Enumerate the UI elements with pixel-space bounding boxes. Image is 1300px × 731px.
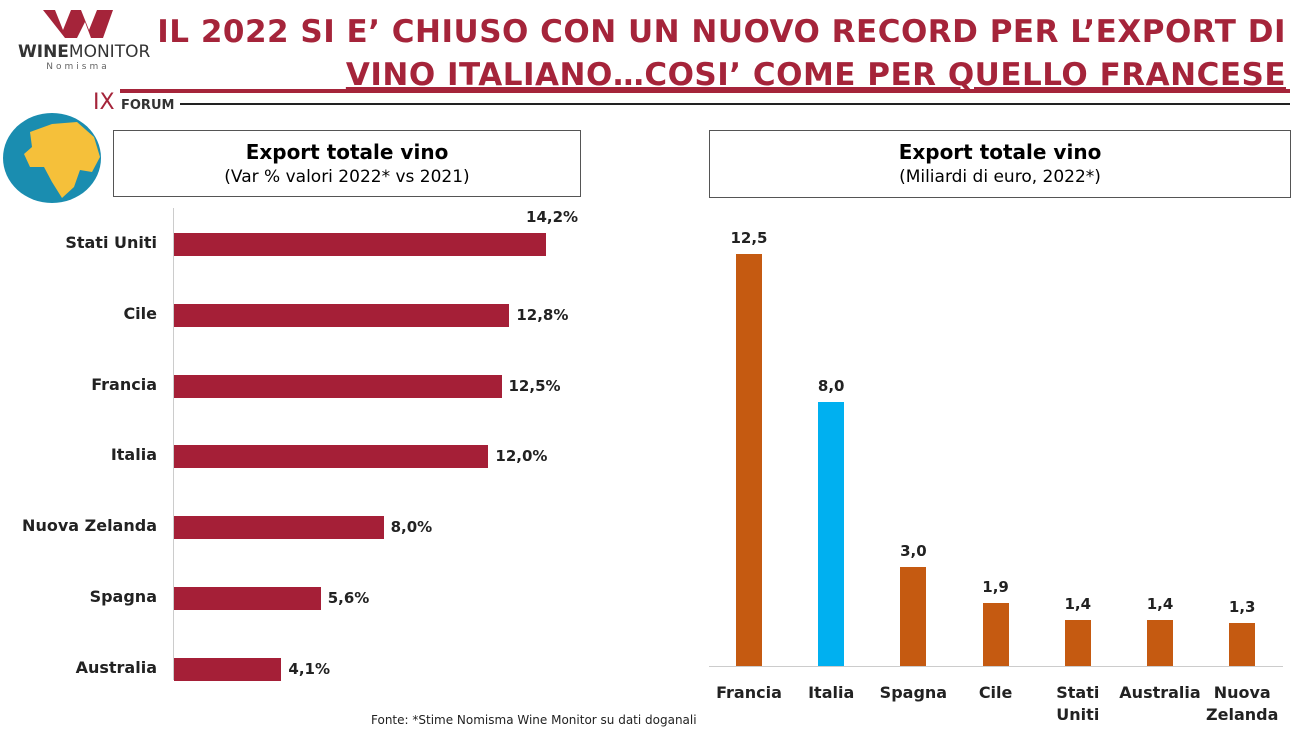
data-label: 1,4 [1146, 594, 1174, 613]
bar [174, 233, 547, 256]
data-label: 12,5 [730, 228, 768, 247]
right-chart-axis [709, 666, 1283, 667]
logo-brand-bold: WINE [18, 42, 69, 62]
header-rule-bottom [180, 103, 1290, 105]
category-label: Italia [808, 683, 855, 702]
bar [174, 445, 489, 469]
data-label: 1,9 [982, 578, 1009, 597]
bar [174, 303, 510, 327]
forum-numeral: IX [93, 90, 115, 115]
category-label: Spagna [89, 587, 157, 606]
bar [1064, 619, 1091, 666]
bar [1147, 619, 1173, 666]
data-label: 12,8% [516, 305, 569, 324]
category-label: Cile [978, 683, 1013, 702]
bar [900, 567, 927, 666]
category-label: Italia [110, 445, 157, 465]
bar [174, 374, 502, 398]
data-label: 5,6% [327, 589, 370, 607]
category-label: Australia [1119, 683, 1201, 702]
wine-monitor-logo: WINEMONITOR Nomisma [18, 10, 150, 72]
category-label: Spagna [879, 683, 948, 702]
data-label: 12,0% [495, 447, 548, 466]
left-chart-axis [173, 208, 174, 680]
left-chart-title: Export totale vino [245, 140, 449, 164]
logo-mark-icon [43, 10, 113, 38]
category-label: Stati Uniti [1056, 683, 1100, 724]
data-label: 8,0 [817, 377, 845, 395]
right-chart-title-box: Export totale vino (Miliardi di euro, 20… [709, 130, 1291, 198]
category-label: Australia [75, 657, 157, 677]
bar [982, 603, 1009, 666]
data-label: 8,0% [390, 518, 433, 537]
data-label: 12,5% [508, 376, 561, 395]
category-label: Francia [91, 374, 157, 394]
bar [736, 253, 762, 666]
data-label: 3,0 [900, 542, 927, 560]
bar [1229, 623, 1256, 666]
bar [174, 657, 282, 681]
logo-brand-light: MONITOR [68, 42, 151, 62]
right-chart-title: Export totale vino [898, 140, 1102, 164]
header-rule-top [120, 89, 1290, 93]
logo-sub: Nomisma [46, 62, 110, 72]
bar [174, 587, 321, 610]
category-label: Cile [123, 303, 157, 323]
globe-icon [3, 113, 101, 203]
category-label: Nuova Zelanda [1206, 683, 1279, 724]
category-label: Francia [716, 683, 782, 702]
source-note: Fonte: *Stime Nomisma Wine Monitor su da… [371, 713, 697, 727]
left-chart-title-box: Export totale vino (Var % valori 2022* v… [113, 130, 581, 197]
forum-label: FORUM [121, 98, 175, 113]
data-label: 1,3 [1228, 598, 1256, 617]
data-label: 1,4 [1064, 594, 1092, 613]
bar [174, 516, 384, 540]
data-label: 4,1% [288, 659, 331, 678]
title-line-1: IL 2022 SI E’ CHIUSO CON UN NUOVO RECORD… [157, 14, 1286, 50]
data-label: 14,2% [526, 208, 579, 226]
title-line-2: VINO ITALIANO…COSI’ COME PER QUELLO FRAN… [345, 57, 1286, 93]
right-chart-subtitle: (Miliardi di euro, 2022*) [899, 167, 1101, 187]
category-label: Stati Uniti [65, 233, 157, 252]
left-chart-subtitle: (Var % valori 2022* vs 2021) [224, 167, 470, 187]
category-label: Nuova Zelanda [22, 516, 157, 536]
bar [818, 402, 845, 666]
